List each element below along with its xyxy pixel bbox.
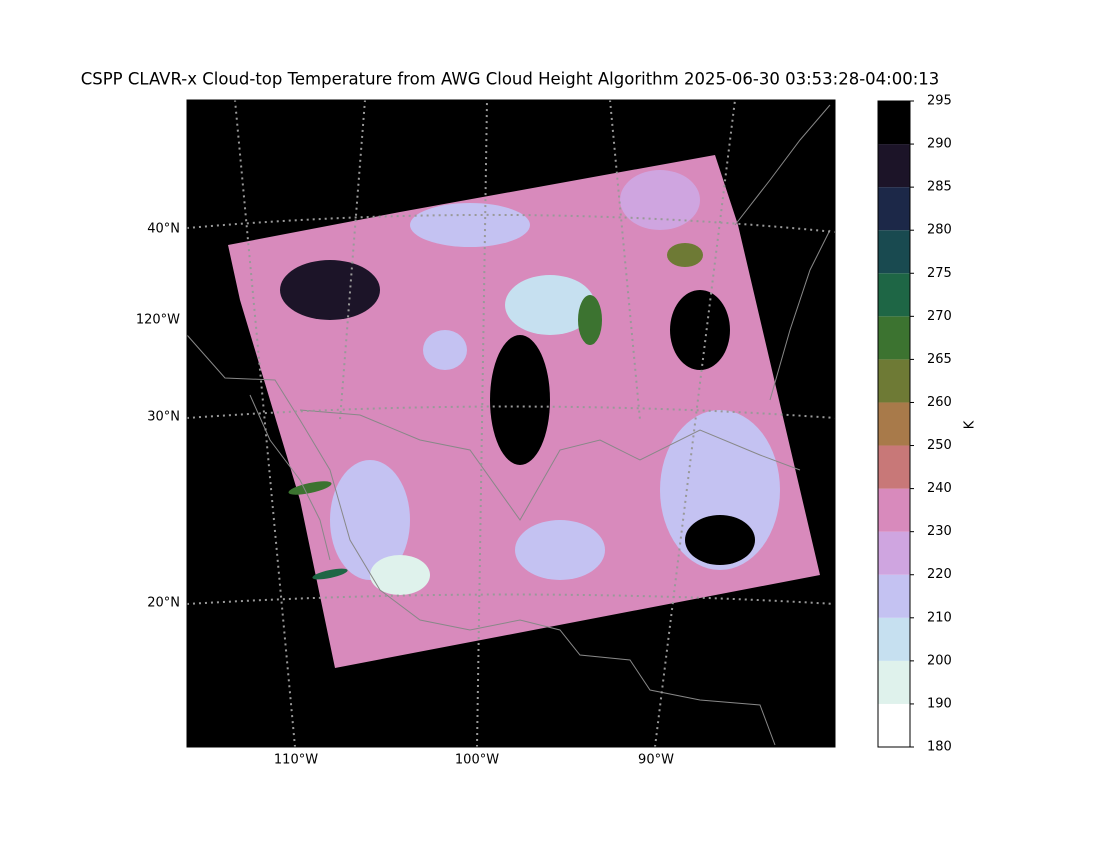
cloud-patch bbox=[667, 243, 703, 267]
border bbox=[299, 409, 801, 521]
colorbar-bin bbox=[878, 402, 910, 446]
meridian bbox=[234, 99, 296, 748]
colorbar-bin bbox=[878, 660, 910, 704]
colorbar-tick-label: 290 bbox=[927, 137, 952, 152]
cloud-patch bbox=[423, 330, 467, 370]
colorbar-tick-label: 285 bbox=[927, 180, 952, 195]
lon-label: 110°W bbox=[274, 753, 318, 768]
colorbar-tick-label: 190 bbox=[927, 696, 952, 711]
parallel bbox=[186, 405, 836, 419]
meridian bbox=[654, 99, 736, 748]
colorbar-bin bbox=[878, 617, 910, 661]
cloud-patch bbox=[410, 203, 530, 247]
colorbar-tick-label: 295 bbox=[927, 94, 952, 109]
colorbar-bin bbox=[878, 230, 910, 274]
colorbar-tick-label: 200 bbox=[927, 653, 952, 668]
colorbar-bin bbox=[878, 144, 910, 188]
colorbar: 180 190 200 210 220 230 240 250 260 265 270 275 280 2… bbox=[877, 94, 952, 755]
map-frame bbox=[186, 99, 836, 748]
cloud-patch bbox=[505, 275, 595, 335]
cloud-patch bbox=[288, 481, 332, 495]
colorbar-bin bbox=[878, 574, 910, 618]
colorbar-bin bbox=[878, 273, 910, 317]
colorbar-tick-label: 275 bbox=[927, 266, 952, 281]
clear-area bbox=[685, 515, 755, 565]
colorbar-tick-label: 240 bbox=[927, 481, 952, 496]
colorbar-tick-label: 220 bbox=[927, 567, 952, 582]
parallel bbox=[186, 593, 836, 605]
colorbar-tick-label: 250 bbox=[927, 438, 952, 453]
colorbar-bin bbox=[878, 488, 910, 532]
colorbar-bin bbox=[878, 359, 910, 403]
clear-area bbox=[490, 335, 550, 465]
colorbar-bin bbox=[878, 316, 910, 360]
colorbar-bin bbox=[878, 101, 910, 145]
lat-label: 40°N bbox=[147, 222, 180, 237]
cloud-patch bbox=[370, 555, 430, 595]
clear-area bbox=[670, 290, 730, 370]
colorbar-label: K bbox=[963, 420, 978, 429]
coastline bbox=[186, 334, 776, 746]
title: CSPP CLAVR-x Cloud-top Temperature from … bbox=[81, 70, 940, 89]
colorbar-tick-label: 265 bbox=[927, 352, 952, 367]
colorbar-frame bbox=[877, 100, 911, 748]
cloud-patch bbox=[330, 460, 410, 580]
coastline bbox=[734, 104, 831, 401]
lat-label: 30°N bbox=[147, 410, 180, 425]
colorbar-bin bbox=[878, 187, 910, 231]
cloud-patch bbox=[515, 520, 605, 580]
colorbar-bin bbox=[878, 703, 910, 747]
cloud-patch bbox=[312, 568, 348, 580]
cloud-patch bbox=[578, 295, 602, 345]
clear-area bbox=[280, 260, 380, 320]
colorbar-tick-label: 180 bbox=[927, 740, 952, 755]
coastline bbox=[249, 394, 331, 561]
parallel bbox=[186, 213, 836, 233]
colorbar-bin bbox=[878, 531, 910, 575]
colorbar-tick-label: 210 bbox=[927, 610, 952, 625]
lon-label: 120°W bbox=[136, 313, 180, 328]
colorbar-tick-label: 280 bbox=[927, 223, 952, 238]
colorbar-bin bbox=[878, 445, 910, 489]
colorbar-tick-label: 270 bbox=[927, 309, 952, 324]
cloud-patch bbox=[620, 170, 700, 230]
map bbox=[186, 99, 836, 748]
colorbar-tick-label: 230 bbox=[927, 524, 952, 539]
colorbar-tick-label: 260 bbox=[927, 395, 952, 410]
lat-label: 20°N bbox=[147, 596, 180, 611]
lon-label: 100°W bbox=[455, 753, 499, 768]
lon-label: 90°W bbox=[638, 753, 674, 768]
